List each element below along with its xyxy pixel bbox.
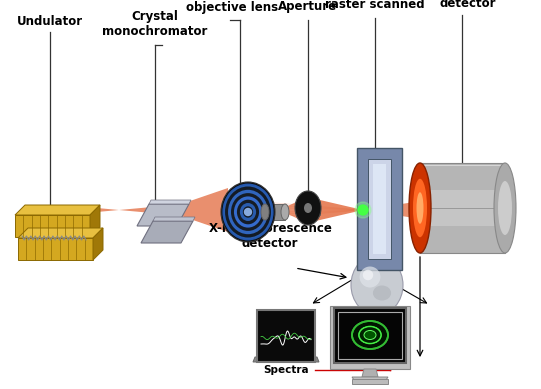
Polygon shape bbox=[363, 198, 440, 222]
Text: Crystal
monochromator: Crystal monochromator bbox=[102, 10, 208, 38]
Polygon shape bbox=[75, 206, 152, 214]
FancyBboxPatch shape bbox=[257, 310, 315, 362]
Ellipse shape bbox=[281, 204, 289, 220]
Ellipse shape bbox=[237, 200, 259, 224]
Text: Aperture: Aperture bbox=[279, 0, 338, 13]
Polygon shape bbox=[141, 221, 193, 243]
Polygon shape bbox=[155, 188, 228, 232]
Polygon shape bbox=[149, 200, 191, 204]
Polygon shape bbox=[15, 215, 90, 237]
Ellipse shape bbox=[295, 191, 321, 225]
Polygon shape bbox=[232, 188, 307, 232]
Circle shape bbox=[245, 209, 252, 216]
Ellipse shape bbox=[261, 204, 269, 220]
Text: Zone plate
objective lens: Zone plate objective lens bbox=[186, 0, 278, 14]
Polygon shape bbox=[368, 159, 391, 259]
Polygon shape bbox=[15, 205, 100, 215]
Polygon shape bbox=[18, 238, 93, 260]
Text: X-ray fluorescence
detector: X-ray fluorescence detector bbox=[209, 222, 332, 250]
Text: Sample,
raster scanned: Sample, raster scanned bbox=[325, 0, 425, 11]
Polygon shape bbox=[362, 369, 378, 377]
Ellipse shape bbox=[304, 203, 312, 213]
Ellipse shape bbox=[231, 193, 265, 231]
Polygon shape bbox=[308, 201, 320, 215]
Circle shape bbox=[355, 202, 371, 218]
Text: Undulator: Undulator bbox=[17, 15, 83, 28]
Polygon shape bbox=[18, 228, 103, 238]
Ellipse shape bbox=[364, 331, 376, 340]
Polygon shape bbox=[373, 164, 386, 254]
Ellipse shape bbox=[352, 321, 388, 349]
Polygon shape bbox=[93, 228, 103, 260]
Ellipse shape bbox=[494, 163, 516, 253]
Ellipse shape bbox=[221, 182, 275, 242]
Ellipse shape bbox=[359, 326, 381, 343]
Polygon shape bbox=[420, 163, 505, 253]
Ellipse shape bbox=[225, 186, 271, 238]
Ellipse shape bbox=[373, 286, 391, 300]
Text: Transmission
detector: Transmission detector bbox=[425, 0, 511, 10]
Ellipse shape bbox=[359, 326, 381, 343]
Ellipse shape bbox=[228, 190, 268, 234]
Ellipse shape bbox=[243, 206, 253, 218]
Ellipse shape bbox=[498, 181, 512, 235]
Ellipse shape bbox=[360, 266, 380, 287]
Ellipse shape bbox=[409, 163, 431, 253]
FancyBboxPatch shape bbox=[330, 306, 410, 369]
Polygon shape bbox=[253, 357, 319, 362]
Ellipse shape bbox=[222, 184, 274, 240]
Ellipse shape bbox=[223, 185, 272, 239]
Ellipse shape bbox=[363, 270, 373, 280]
Polygon shape bbox=[137, 204, 189, 226]
Polygon shape bbox=[90, 205, 100, 237]
Ellipse shape bbox=[413, 179, 427, 237]
Ellipse shape bbox=[351, 255, 403, 315]
Ellipse shape bbox=[352, 321, 388, 349]
Polygon shape bbox=[357, 148, 402, 270]
Polygon shape bbox=[420, 190, 505, 226]
FancyBboxPatch shape bbox=[352, 379, 388, 384]
Polygon shape bbox=[153, 217, 195, 221]
Ellipse shape bbox=[240, 203, 256, 221]
Polygon shape bbox=[307, 197, 363, 223]
Polygon shape bbox=[352, 377, 388, 383]
Text: Spectra: Spectra bbox=[263, 365, 309, 375]
Ellipse shape bbox=[364, 331, 376, 340]
Ellipse shape bbox=[234, 196, 262, 228]
FancyBboxPatch shape bbox=[334, 308, 406, 363]
Ellipse shape bbox=[417, 192, 424, 224]
FancyBboxPatch shape bbox=[334, 308, 406, 363]
Circle shape bbox=[358, 205, 368, 215]
Polygon shape bbox=[265, 204, 285, 220]
